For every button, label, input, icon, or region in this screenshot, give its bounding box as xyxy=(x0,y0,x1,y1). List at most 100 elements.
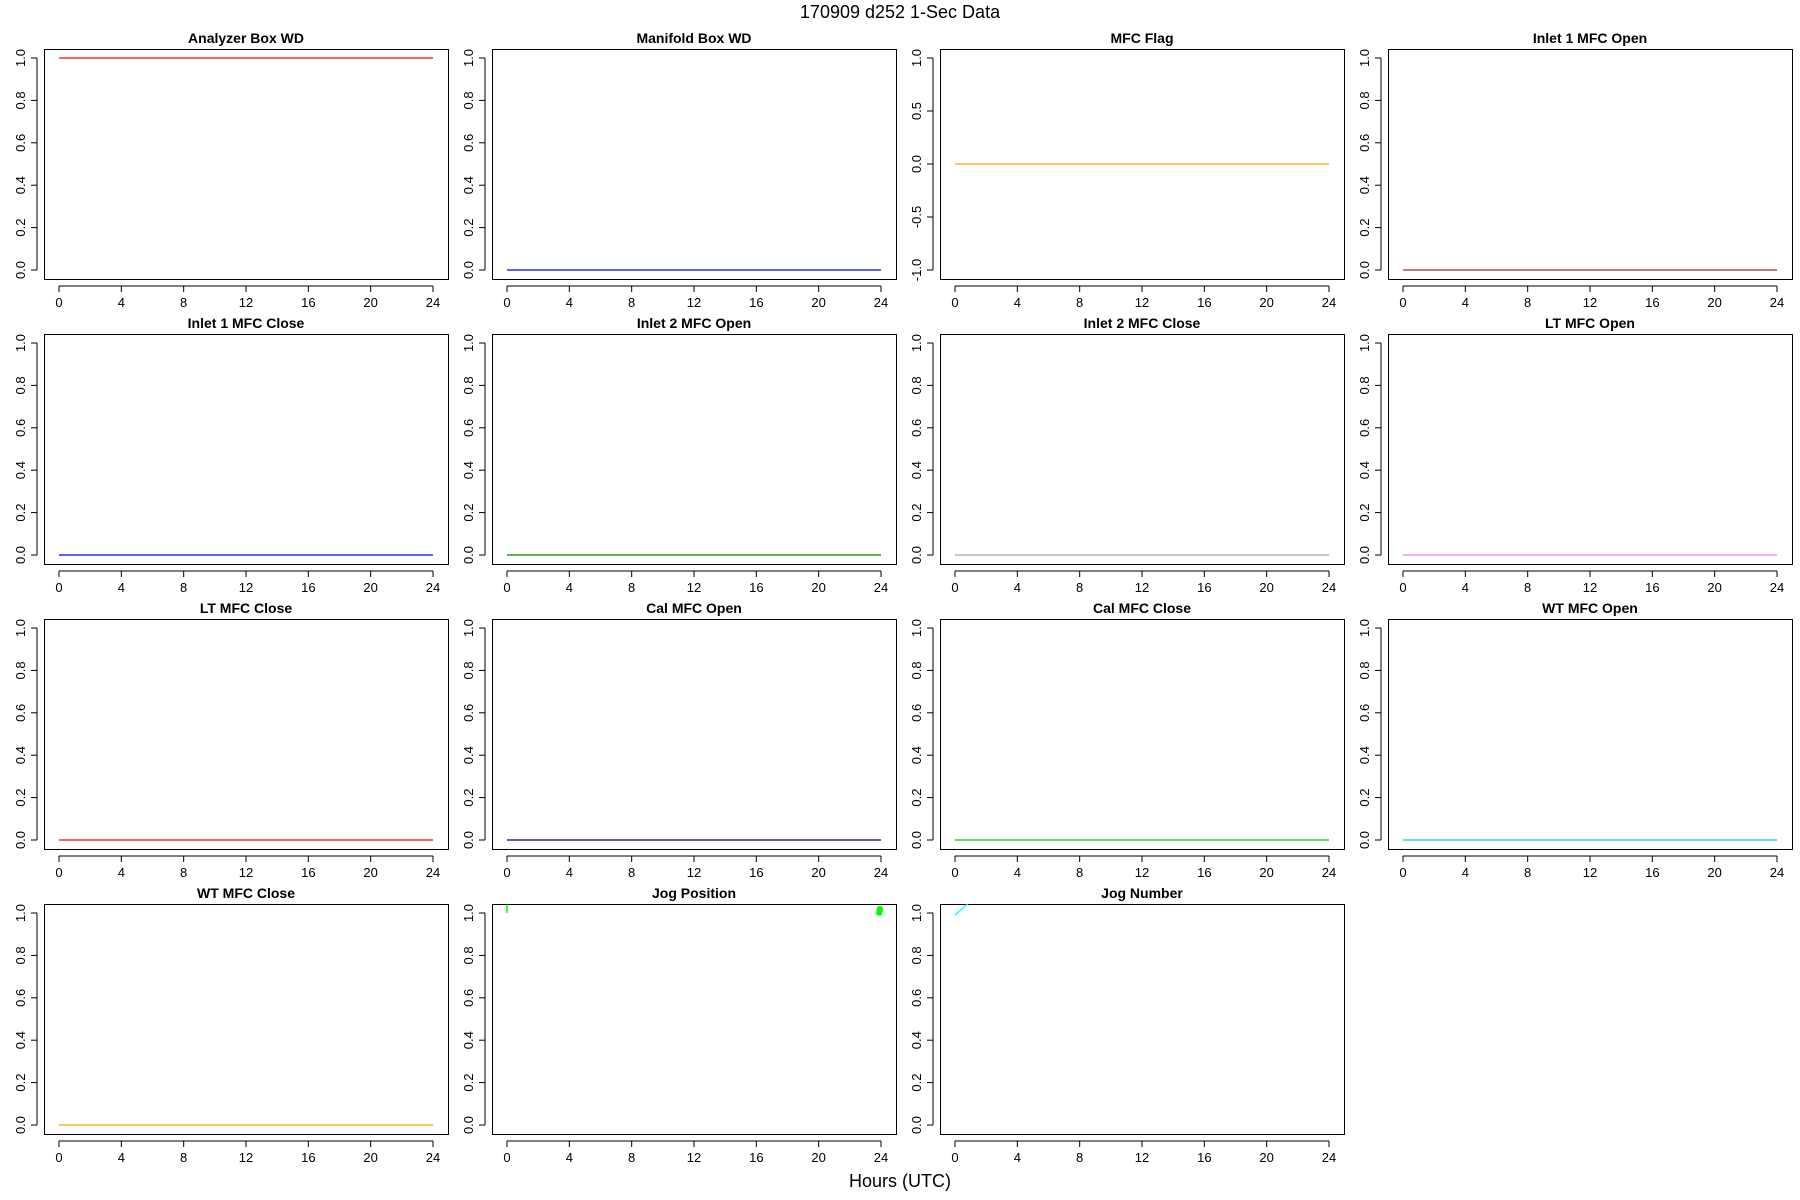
x-tick-label: 20 xyxy=(811,1150,825,1165)
panel-title: Cal MFC Close xyxy=(1093,600,1191,616)
x-tick-label: 12 xyxy=(1583,865,1597,880)
x-tick-label: 12 xyxy=(1135,580,1149,595)
panel-wt-mfc-close: WT MFC Close 0 4 8 12 16 20 24 0.0 0.2 0.4 0.6 0.8 1.… xyxy=(13,885,449,1165)
x-tick-label: 24 xyxy=(1770,580,1784,595)
y-tick-label: 1.0 xyxy=(909,619,924,637)
x-tick-label: 0 xyxy=(1399,865,1406,880)
y-tick-label: 0.6 xyxy=(461,419,476,437)
y-tick-label: 1.0 xyxy=(909,334,924,352)
x-tick-label: 0 xyxy=(951,1150,958,1165)
plot-frame xyxy=(492,619,897,850)
x-tick-label: 4 xyxy=(566,1150,573,1165)
panel-title: LT MFC Open xyxy=(1545,315,1635,331)
y-tick-label: 0.6 xyxy=(461,134,476,152)
x-tick-label: 8 xyxy=(1076,865,1083,880)
x-tick-label: 8 xyxy=(628,1150,635,1165)
y-tick-label: 0.8 xyxy=(13,946,28,964)
x-tick-label: 4 xyxy=(1462,295,1469,310)
x-tick-label: 8 xyxy=(628,865,635,880)
y-tick-label: 0.8 xyxy=(909,376,924,394)
y-tick-label: 0.2 xyxy=(1357,504,1372,522)
x-tick-label: 16 xyxy=(1197,580,1211,595)
y-tick-label: 0.4 xyxy=(461,746,476,764)
x-tick-label: 0 xyxy=(55,295,62,310)
y-tick-label: 0.6 xyxy=(1357,419,1372,437)
y-tick-label: 0.8 xyxy=(909,946,924,964)
y-tick-label: 1.0 xyxy=(13,49,28,67)
x-tick-label: 20 xyxy=(1259,1150,1273,1165)
panel-inlet-1-mfc-close: Inlet 1 MFC Close 0 4 8 12 16 20 24 0.0 0.2 0.4 0.6… xyxy=(13,315,449,595)
y-tick-label: 0.4 xyxy=(1357,176,1372,194)
y-tick-label: 0.4 xyxy=(13,461,28,479)
x-tick-label: 20 xyxy=(1707,580,1721,595)
panel-inlet-2-mfc-open: Inlet 2 MFC Open 0 4 8 12 16 20 24 0.0 0.2 0.4 0.6 0… xyxy=(461,315,897,595)
x-tick-label: 12 xyxy=(239,295,253,310)
x-tick-label: 24 xyxy=(426,295,440,310)
y-tick-label: 0.0 xyxy=(13,546,28,564)
y-tick-label: 0.0 xyxy=(909,831,924,849)
panel-title: Inlet 1 MFC Open xyxy=(1533,30,1647,46)
x-tick-label: 0 xyxy=(55,1150,62,1165)
x-tick-label: 24 xyxy=(426,865,440,880)
y-tick-label: 0.2 xyxy=(461,219,476,237)
x-tick-label: 0 xyxy=(503,295,510,310)
x-tick-label: 20 xyxy=(363,295,377,310)
y-tick-label: 0.2 xyxy=(13,504,28,522)
panel-jog-position: Jog Position 0 4 8 12 16 20 24 0.0 0.2 0.4 0.6 0.8 1.… xyxy=(461,885,897,1165)
y-tick-label: 1.0 xyxy=(13,619,28,637)
y-tick-label: 1.0 xyxy=(461,49,476,67)
x-tick-label: 16 xyxy=(749,865,763,880)
y-tick-label: 0.8 xyxy=(13,91,28,109)
plot-frame xyxy=(1388,334,1793,565)
x-tick-label: 0 xyxy=(951,865,958,880)
plot-frame xyxy=(492,49,897,280)
y-tick-label: 0.4 xyxy=(909,1031,924,1049)
y-tick-label: 0.6 xyxy=(1357,134,1372,152)
data-point xyxy=(877,906,884,912)
x-tick-label: 24 xyxy=(1770,295,1784,310)
plot-frame xyxy=(44,334,449,565)
x-tick-label: 0 xyxy=(1399,580,1406,595)
y-tick-label: 0.0 xyxy=(461,546,476,564)
x-tick-label: 20 xyxy=(1707,295,1721,310)
x-tick-label: 8 xyxy=(628,580,635,595)
x-tick-label: 16 xyxy=(301,295,315,310)
y-tick-label: 0.0 xyxy=(461,1116,476,1134)
y-tick-label: 0.8 xyxy=(13,661,28,679)
y-tick-label: 0.4 xyxy=(1357,461,1372,479)
x-tick-label: 24 xyxy=(874,295,888,310)
x-tick-label: 16 xyxy=(749,1150,763,1165)
x-tick-label: 8 xyxy=(1076,1150,1083,1165)
panel-inlet-2-mfc-close: Inlet 2 MFC Close 0 4 8 12 16 20 24 0.0 0.2 0.4 0.6… xyxy=(909,315,1345,595)
plot-frame xyxy=(940,334,1345,565)
x-tick-label: 16 xyxy=(749,580,763,595)
y-tick-label: 0.0 xyxy=(909,546,924,564)
y-tick-label: 0.6 xyxy=(461,704,476,722)
y-tick-label: 0.6 xyxy=(909,704,924,722)
x-tick-label: 12 xyxy=(239,580,253,595)
x-tick-label: 8 xyxy=(180,1150,187,1165)
x-tick-label: 4 xyxy=(566,580,573,595)
x-tick-label: 8 xyxy=(180,295,187,310)
plot-frame xyxy=(492,334,897,565)
x-tick-label: 16 xyxy=(1645,865,1659,880)
x-tick-label: 4 xyxy=(1014,1150,1021,1165)
y-tick-label: 0.6 xyxy=(461,989,476,1007)
x-tick-label: 12 xyxy=(1583,295,1597,310)
x-tick-label: 12 xyxy=(239,1150,253,1165)
y-tick-label: 0.2 xyxy=(1357,219,1372,237)
panel-title: MFC Flag xyxy=(1111,30,1174,46)
x-tick-label: 4 xyxy=(1462,580,1469,595)
y-tick-label: 0.2 xyxy=(461,504,476,522)
x-tick-label: 12 xyxy=(1135,865,1149,880)
x-tick-label: 16 xyxy=(1197,295,1211,310)
x-tick-label: 12 xyxy=(1135,1150,1149,1165)
x-tick-label: 24 xyxy=(426,1150,440,1165)
x-tick-label: 0 xyxy=(503,1150,510,1165)
x-tick-label: 0 xyxy=(951,295,958,310)
panel-analyzer-box-wd: Analyzer Box WD 0 4 8 12 16 20 24 0.0 0.2 0.4 0.6 0.… xyxy=(13,30,449,310)
x-tick-label: 0 xyxy=(503,580,510,595)
y-tick-label: 0.0 xyxy=(461,831,476,849)
y-tick-label: 0.6 xyxy=(13,989,28,1007)
